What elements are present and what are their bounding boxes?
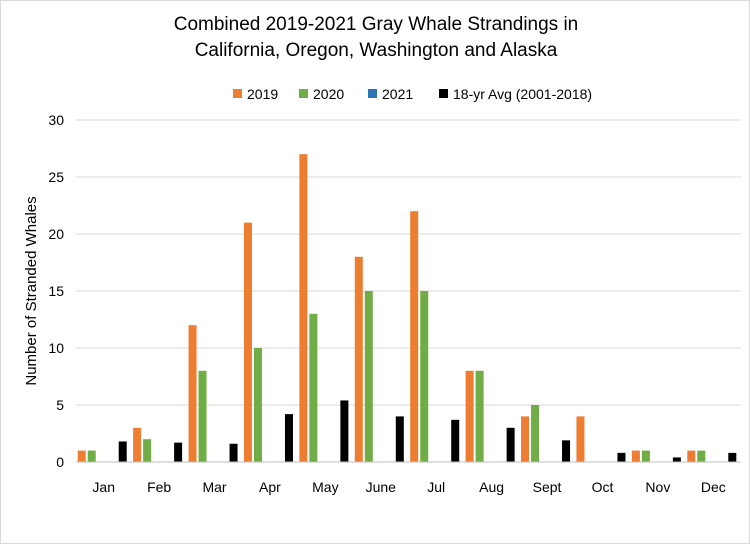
x-axis-ticks: Jan Feb Mar Apr May June Jul Aug Sept Oct Nov Dec [92,479,725,495]
legend-label: 18-yr Avg (2001-2018) [453,86,592,102]
bar-2019-apr [243,222,252,462]
bar-2019-aug [465,370,474,462]
bar-2019-may [299,154,308,462]
chart-title-line-1: Combined 2019-2021 Gray Whale Strandings… [174,14,579,35]
y-tick-label: 5 [56,397,64,413]
x-tick-label: Nov [645,479,670,495]
bar-18-yr-avg-2001-2018--nov [672,457,681,462]
x-tick-label: Apr [259,479,281,495]
x-tick-label: Jul [427,479,445,495]
x-tick-label: Aug [479,479,504,495]
bar-2019-dec [687,450,696,462]
bar-2020-may [309,313,318,462]
y-tick-label: 25 [48,169,64,185]
x-tick-label: Dec [701,479,726,495]
y-tick-label: 0 [56,454,64,470]
x-tick-label: Feb [147,479,171,495]
bar-2020-aug [475,370,484,462]
bar-2019-jul [410,211,419,462]
bar-2020-dec [697,450,706,462]
bar-18-yr-avg-2001-2018--jul [451,419,460,462]
bar-2019-mar [188,325,197,462]
bar-2020-nov [641,450,650,462]
bar-18-yr-avg-2001-2018--sept [562,440,571,462]
legend-swatch [299,89,308,98]
chart-title-line-2: California, Oregon, Washington and Alask… [195,40,558,61]
bar-2020-jan [87,450,96,462]
y-tick-label: 20 [48,226,64,242]
bar-2019-nov [631,450,640,462]
bar-2020-sept [531,405,540,462]
y-axis-label: Number of Stranded Whales [23,196,40,385]
bar-2020-mar [198,370,207,462]
bar-18-yr-avg-2001-2018--aug [506,427,515,462]
x-tick-label: June [366,479,397,495]
x-tick-label: Mar [202,479,226,495]
bar-18-yr-avg-2001-2018--oct [617,452,626,462]
legend-swatch [233,89,242,98]
gridlines [76,119,741,406]
bar-2020-june [364,291,373,462]
bar-18-yr-avg-2001-2018--feb [174,442,183,462]
bar-2019-oct [576,416,585,462]
bar-18-yr-avg-2001-2018--mar [229,443,238,462]
bar-2019-jan [77,450,86,462]
bar-18-yr-avg-2001-2018--dec [728,452,737,462]
x-tick-label: Oct [592,479,614,495]
legend-label: 2019 [247,86,278,102]
legend-label: 2020 [313,86,344,102]
y-axis-ticks: 0 5 10 15 20 25 30 [48,112,64,470]
bar-18-yr-avg-2001-2018--june [395,416,404,462]
bar-18-yr-avg-2001-2018--apr [284,414,293,462]
legend-label: 2021 [382,86,413,102]
x-tick-label: May [312,479,338,495]
legend: 2019 2020 2021 18-yr Avg (2001-2018) [233,86,592,102]
y-tick-label: 15 [48,283,64,299]
bar-2020-jul [420,291,429,462]
bar-2020-apr [253,348,262,462]
bar-2019-june [354,256,363,462]
bar-2020-feb [143,439,152,462]
bar-2019-sept [521,416,530,462]
bar-18-yr-avg-2001-2018--may [340,400,349,462]
y-tick-label: 10 [48,340,64,356]
legend-swatch [439,89,448,98]
x-tick-label: Jan [92,479,115,495]
y-tick-label: 30 [48,112,64,128]
legend-swatch [368,89,377,98]
x-tick-label: Sept [533,479,562,495]
bar-2019-feb [133,427,142,462]
bars [77,154,737,462]
bar-18-yr-avg-2001-2018--jan [118,441,127,462]
